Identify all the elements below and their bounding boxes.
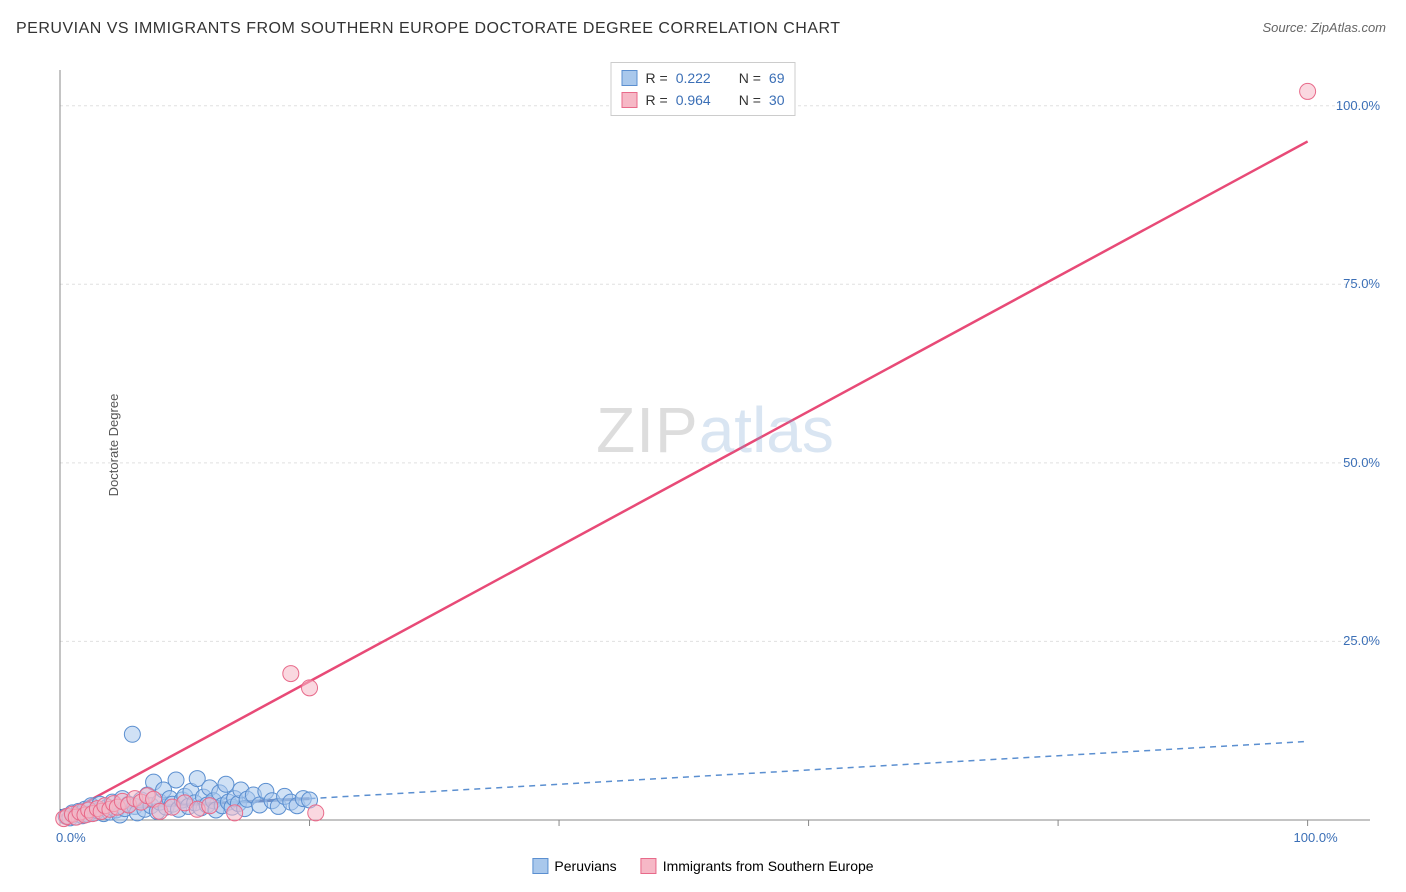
legend-swatch-pink (641, 858, 657, 874)
tick-label: 0.0% (56, 830, 86, 845)
legend-swatch-blue (532, 858, 548, 874)
legend-swatch-pink (622, 92, 638, 108)
tick-label: 75.0% (1343, 276, 1380, 291)
tick-label: 25.0% (1343, 633, 1380, 648)
r-value-pink: 0.964 (676, 89, 711, 111)
chart-container: PERUVIAN VS IMMIGRANTS FROM SOUTHERN EUR… (0, 0, 1406, 892)
legend-item-pink: Immigrants from Southern Europe (641, 858, 874, 874)
y-axis-label: Doctorate Degree (106, 394, 121, 497)
r-value-blue: 0.222 (676, 67, 711, 89)
source-attribution: Source: ZipAtlas.com (1262, 20, 1386, 35)
legend-stats: R = 0.222 N = 69 R = 0.964 N = 30 (611, 62, 796, 116)
n-label: N = (739, 67, 761, 89)
legend-label-blue: Peruvians (554, 858, 616, 874)
legend-label-pink: Immigrants from Southern Europe (663, 858, 874, 874)
n-label: N = (739, 89, 761, 111)
plot-area: Doctorate Degree ZIPatlas 0.0%100.0%25.0… (50, 60, 1380, 830)
tick-label: 50.0% (1343, 455, 1380, 470)
legend-series: Peruvians Immigrants from Southern Europ… (532, 858, 873, 874)
chart-title: PERUVIAN VS IMMIGRANTS FROM SOUTHERN EUR… (16, 20, 841, 38)
plot-svg (50, 60, 1380, 830)
legend-stats-row-pink: R = 0.964 N = 30 (622, 89, 785, 111)
n-value-blue: 69 (769, 67, 785, 89)
legend-stats-row-blue: R = 0.222 N = 69 (622, 67, 785, 89)
tick-label: 100.0% (1336, 98, 1380, 113)
r-label: R = (646, 67, 668, 89)
r-label: R = (646, 89, 668, 111)
legend-item-blue: Peruvians (532, 858, 616, 874)
tick-label: 100.0% (1294, 830, 1338, 845)
legend-swatch-blue (622, 70, 638, 86)
n-value-pink: 30 (769, 89, 785, 111)
